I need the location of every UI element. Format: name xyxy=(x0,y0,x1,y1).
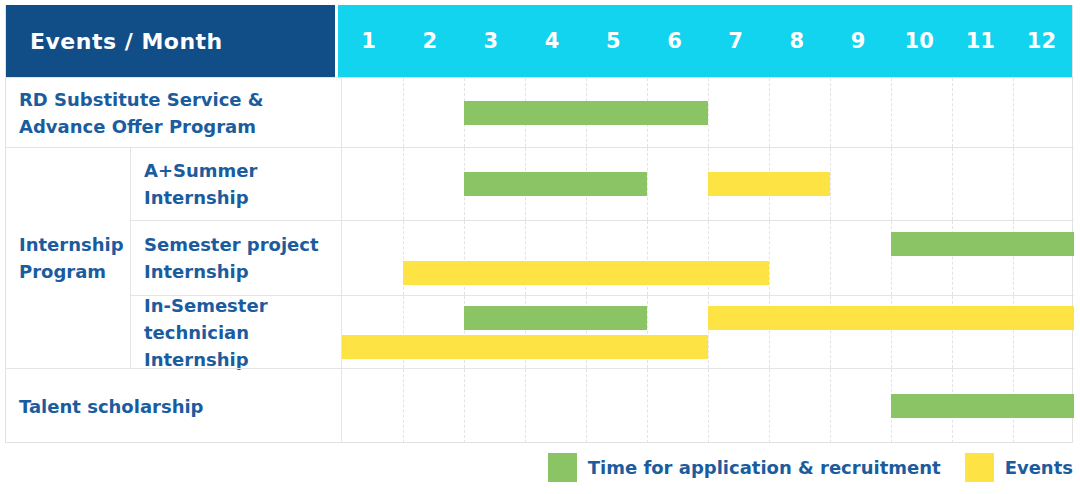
gantt-bar-application xyxy=(464,101,708,125)
legend: Time for application & recruitment Events xyxy=(524,452,1073,482)
row-label-in-semester-technician: In-Semester technician Internship xyxy=(130,295,341,368)
legend-label-application: Time for application & recruitment xyxy=(588,457,941,478)
month-label-4: 4 xyxy=(522,5,583,77)
month-label-1: 1 xyxy=(338,5,399,77)
gantt-bar-line xyxy=(342,335,1074,359)
month-label-3: 3 xyxy=(460,5,521,77)
row-label-semester-project: Semester project Internship xyxy=(130,220,341,295)
gantt-bar-line xyxy=(342,394,1074,418)
header-title: Events / Month xyxy=(30,29,223,54)
legend-item-events: Events xyxy=(965,453,1073,482)
gantt-bar-application xyxy=(464,306,647,330)
gantt-bar-application xyxy=(891,232,1074,256)
gantt-bar-line xyxy=(342,101,1074,125)
chart-cell-rd-substitute xyxy=(341,77,1074,147)
row-label-a-plus-summer: A+Summer Internship xyxy=(130,147,341,220)
legend-swatch-events xyxy=(965,453,994,482)
month-label-2: 2 xyxy=(399,5,460,77)
header-title-cell: Events / Month xyxy=(6,5,338,77)
gantt-chart-canvas: Events / Month 123456789101112 RD Substi… xyxy=(0,0,1080,494)
gantt-bar-application xyxy=(891,394,1074,418)
month-label-5: 5 xyxy=(583,5,644,77)
gantt-bar-application xyxy=(464,172,647,196)
legend-label-events: Events xyxy=(1005,457,1073,478)
schedule-table: Events / Month 123456789101112 RD Substi… xyxy=(5,5,1073,443)
gantt-bar-events xyxy=(708,306,1074,330)
month-label-12: 12 xyxy=(1011,5,1072,77)
month-header: 123456789101112 xyxy=(338,5,1072,77)
gantt-bar-events xyxy=(708,172,830,196)
chart-cell-in-semester-technician xyxy=(341,295,1074,368)
month-label-7: 7 xyxy=(705,5,766,77)
month-label-10: 10 xyxy=(889,5,950,77)
gantt-bar-line xyxy=(342,261,1074,285)
gantt-bar-events xyxy=(403,261,769,285)
month-label-9: 9 xyxy=(827,5,888,77)
gantt-bar-line xyxy=(342,172,1074,196)
legend-swatch-application xyxy=(548,453,577,482)
table-body: RD Substitute Service & Advance Offer Pr… xyxy=(6,77,1072,443)
chart-cell-talent-scholarship xyxy=(341,368,1074,443)
month-label-8: 8 xyxy=(766,5,827,77)
chart-cell-a-plus-summer xyxy=(341,147,1074,220)
row-label-talent-scholarship: Talent scholarship xyxy=(6,368,341,443)
month-label-11: 11 xyxy=(950,5,1011,77)
chart-cell-semester-project xyxy=(341,220,1074,295)
row-group-label-internship-program: Internship Program xyxy=(6,147,130,368)
legend-item-application: Time for application & recruitment xyxy=(548,453,941,482)
gantt-bar-line xyxy=(342,232,1074,256)
gantt-bar-events xyxy=(342,335,708,359)
row-label-rd-substitute: RD Substitute Service & Advance Offer Pr… xyxy=(6,77,341,147)
table-header-row: Events / Month 123456789101112 xyxy=(6,5,1072,77)
month-label-6: 6 xyxy=(644,5,705,77)
gantt-bar-line xyxy=(342,306,1074,330)
